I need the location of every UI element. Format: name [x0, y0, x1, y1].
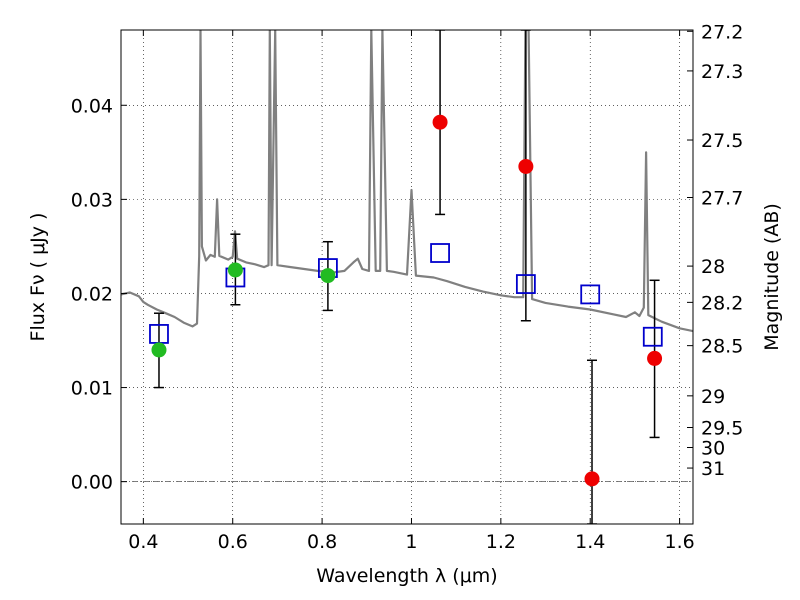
- y-axis-title: Flux Fν ( μJy ): [27, 213, 49, 342]
- plot-frame: [120, 29, 694, 525]
- right-tick-label: 29: [701, 386, 725, 408]
- model-square-point: [580, 284, 601, 305]
- model-square-point: [642, 326, 663, 347]
- observed-flux-point: [584, 471, 600, 487]
- x-tick-label: 1.4: [575, 531, 605, 553]
- grid: [121, 30, 693, 524]
- model-spectrum-line: [121, 30, 693, 333]
- right-tick-label: 27.7: [701, 187, 743, 209]
- x-axis-title: Wavelength λ (μm): [316, 565, 497, 587]
- y-tick-label: 0.01: [71, 378, 113, 400]
- model-square-point: [515, 274, 536, 294]
- right-tick-label: 28: [701, 256, 725, 278]
- y-tick-label: 0.02: [71, 283, 113, 305]
- x-tick-label: 1.6: [664, 531, 694, 553]
- y-tick-label: 0.04: [71, 95, 113, 117]
- observed-flux-point: [518, 158, 534, 174]
- observed-flux-point: [227, 262, 243, 278]
- right-tick-label: 27.3: [701, 61, 743, 83]
- right-tick-label: 30: [701, 437, 725, 459]
- y-tick-label: 0.00: [71, 472, 113, 494]
- observed-flux-point: [647, 350, 663, 366]
- x-tick-label: 1.2: [486, 531, 516, 553]
- axis-ticks: 0.4 0.6 0.8 1 1.2 1.4 1.6 0.00 0.01 0.02 0.03 0.04 2…: [71, 21, 744, 553]
- observed-flux-point: [320, 268, 336, 284]
- right-tick-label: 31: [701, 458, 725, 480]
- data-series: [121, 30, 693, 524]
- right-tick-label: 28.2: [701, 292, 743, 314]
- y-tick-label: 0.03: [71, 189, 113, 211]
- right-tick-label: 28.5: [701, 336, 743, 358]
- right-tick-label: 27.2: [701, 21, 743, 43]
- right-axis-title: Magnitude (AB): [761, 203, 783, 351]
- x-tick-label: 0.6: [218, 531, 248, 553]
- model-square-point: [430, 243, 450, 263]
- observed-flux-point: [432, 114, 448, 130]
- x-tick-label: 0.8: [307, 531, 337, 553]
- x-tick-label: 1: [405, 531, 417, 553]
- right-tick-label: 27.5: [701, 130, 743, 152]
- x-tick-label: 0.4: [128, 531, 158, 553]
- right-tick-label: 29.5: [701, 418, 743, 440]
- observed-flux-point: [151, 342, 167, 358]
